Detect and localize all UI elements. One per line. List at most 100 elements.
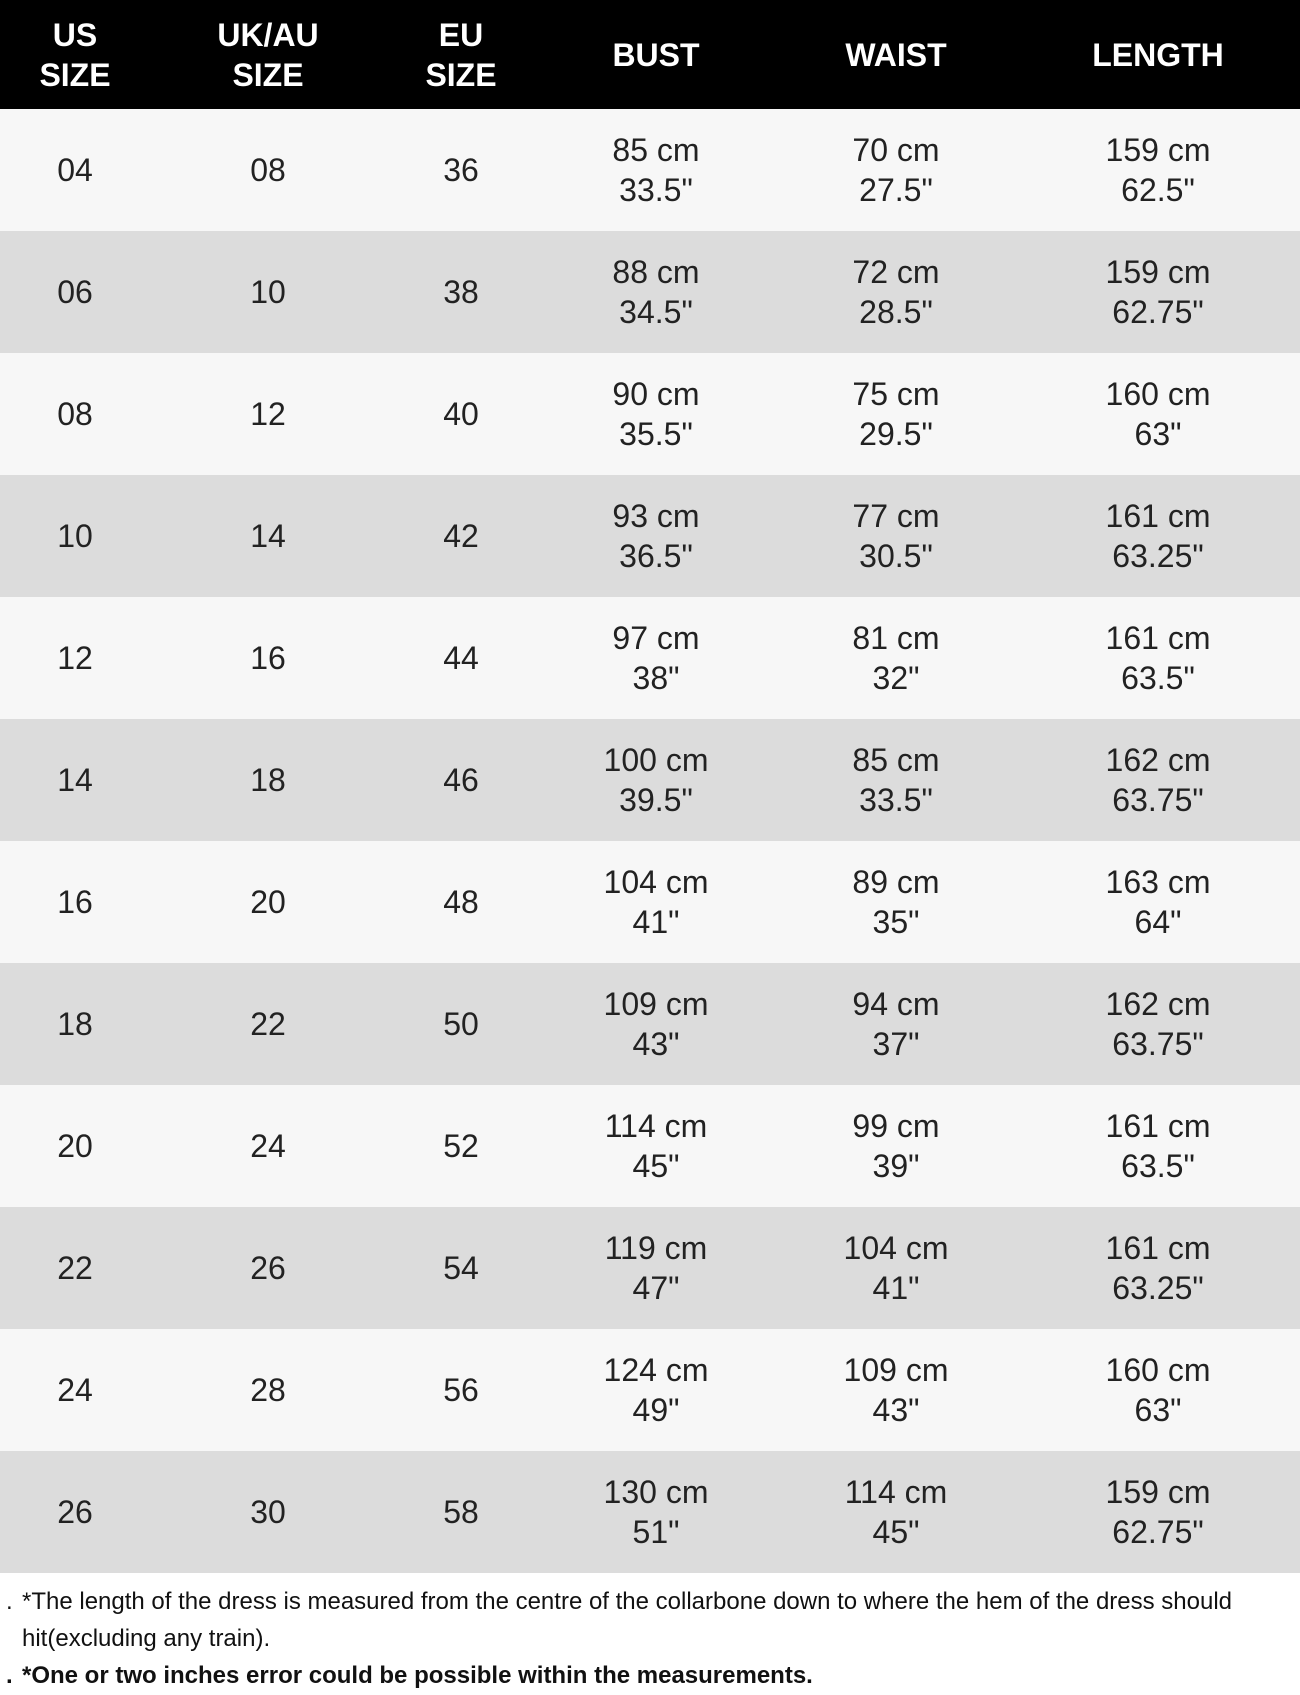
cell-value: 99 cm [852, 1108, 940, 1144]
cell-eu-size: 50 [386, 963, 536, 1085]
cell-value: 94 cm [852, 986, 940, 1022]
cell-value: 72 cm [852, 254, 940, 290]
cell-value: 35.5" [619, 416, 693, 452]
cell-value: 40 [443, 396, 479, 432]
cell-value: 43" [632, 1026, 680, 1062]
cell-value: 20 [57, 1128, 93, 1164]
cell-value: 06 [57, 274, 93, 310]
table-header: US SIZE UK/AU SIZE EU SIZE BUST WAIST LENGTH [0, 0, 1300, 109]
cell-value: 54 [443, 1250, 479, 1286]
cell-value: 63.5" [1121, 1148, 1195, 1184]
cell-value: 130 cm [603, 1474, 709, 1510]
table-row: 20 24 52 114 cm 45" 99 cm 39" 161 cm 63.5" [0, 1085, 1300, 1207]
cell-length: 160 cm 63" [1016, 1329, 1300, 1451]
cell-uk-au-size: 16 [150, 597, 386, 719]
header-label: WAIST [845, 36, 947, 73]
cell-value: 14 [250, 518, 286, 554]
cell-length: 162 cm 63.75" [1016, 963, 1300, 1085]
cell-bust: 85 cm 33.5" [536, 109, 776, 231]
table-row: 04 08 36 85 cm 33.5" 70 cm 27.5" 159 cm 62.5" [0, 109, 1300, 231]
cell-value: 10 [250, 274, 286, 310]
cell-uk-au-size: 28 [150, 1329, 386, 1451]
cell-waist: 72 cm 28.5" [776, 231, 1016, 353]
cell-waist: 81 cm 32" [776, 597, 1016, 719]
cell-us-size: 06 [0, 231, 150, 353]
cell-value: 45" [632, 1148, 680, 1184]
cell-us-size: 14 [0, 719, 150, 841]
cell-value: 89 cm [852, 864, 940, 900]
table-row: 08 12 40 90 cm 35.5" 75 cm 29.5" 160 cm 63" [0, 353, 1300, 475]
cell-bust: 109 cm 43" [536, 963, 776, 1085]
cell-value: 35" [872, 904, 920, 940]
cell-us-size: 18 [0, 963, 150, 1085]
cell-length: 160 cm 63" [1016, 353, 1300, 475]
table-row: 14 18 46 100 cm 39.5" 85 cm 33.5" 162 cm 63.75" [0, 719, 1300, 841]
cell-value: 41" [872, 1270, 920, 1306]
cell-value: 109 cm [843, 1352, 949, 1388]
header-uk-au-size: UK/AU SIZE [150, 0, 386, 109]
cell-length: 161 cm 63.5" [1016, 1085, 1300, 1207]
cell-value: 32" [872, 660, 920, 696]
cell-value: 38" [632, 660, 680, 696]
cell-uk-au-size: 30 [150, 1451, 386, 1573]
cell-eu-size: 48 [386, 841, 536, 963]
cell-value: 36 [443, 152, 479, 188]
bullet-icon: . [6, 1588, 13, 1615]
cell-length: 161 cm 63.25" [1016, 475, 1300, 597]
cell-us-size: 12 [0, 597, 150, 719]
cell-us-size: 10 [0, 475, 150, 597]
cell-bust: 114 cm 45" [536, 1085, 776, 1207]
header-label: BUST [612, 36, 700, 73]
cell-eu-size: 52 [386, 1085, 536, 1207]
cell-uk-au-size: 10 [150, 231, 386, 353]
cell-bust: 90 cm 35.5" [536, 353, 776, 475]
note-text: *One or two inches error could be possib… [22, 1662, 813, 1689]
cell-waist: 77 cm 30.5" [776, 475, 1016, 597]
table-row: 06 10 38 88 cm 34.5" 72 cm 28.5" 159 cm 62.75" [0, 231, 1300, 353]
cell-value: 100 cm [603, 742, 709, 778]
cell-length: 162 cm 63.75" [1016, 719, 1300, 841]
cell-value: 29.5" [859, 416, 933, 452]
cell-value: 42 [443, 518, 479, 554]
cell-bust: 124 cm 49" [536, 1329, 776, 1451]
cell-value: 62.5" [1121, 172, 1195, 208]
cell-value: 97 cm [612, 620, 700, 656]
cell-value: 63" [1134, 1392, 1182, 1428]
cell-uk-au-size: 12 [150, 353, 386, 475]
cell-uk-au-size: 26 [150, 1207, 386, 1329]
cell-value: 08 [250, 152, 286, 188]
cell-value: 88 cm [612, 254, 700, 290]
cell-value: 85 cm [852, 742, 940, 778]
cell-value: 161 cm [1105, 498, 1211, 534]
cell-value: 33.5" [859, 782, 933, 818]
bullet-icon: . [6, 1662, 13, 1689]
cell-value: 109 cm [603, 986, 709, 1022]
cell-value: 63.75" [1112, 1026, 1204, 1062]
header-label: LENGTH [1092, 36, 1224, 73]
cell-value: 16 [250, 640, 286, 676]
cell-value: 161 cm [1105, 620, 1211, 656]
cell-us-size: 24 [0, 1329, 150, 1451]
cell-value: 47" [632, 1270, 680, 1306]
cell-value: 28 [250, 1372, 286, 1408]
cell-value: 10 [57, 518, 93, 554]
cell-value: 16 [57, 884, 93, 920]
cell-value: 163 cm [1105, 864, 1211, 900]
cell-value: 119 cm [604, 1230, 708, 1266]
cell-value: 33.5" [619, 172, 693, 208]
cell-value: 48 [443, 884, 479, 920]
header-eu-size: EU SIZE [386, 0, 536, 109]
cell-value: 75 cm [852, 376, 940, 412]
note-item: . *One or two inches error could be possi… [6, 1657, 1300, 1694]
cell-waist: 70 cm 27.5" [776, 109, 1016, 231]
cell-value: 160 cm [1105, 376, 1211, 412]
cell-waist: 104 cm 41" [776, 1207, 1016, 1329]
cell-waist: 85 cm 33.5" [776, 719, 1016, 841]
cell-value: 08 [57, 396, 93, 432]
cell-value: 26 [57, 1494, 93, 1530]
table-row: 22 26 54 119 cm 47" 104 cm 41" 161 cm 63.25" [0, 1207, 1300, 1329]
cell-value: 159 cm [1105, 254, 1211, 290]
cell-uk-au-size: 18 [150, 719, 386, 841]
cell-eu-size: 38 [386, 231, 536, 353]
header-us-size: US SIZE [0, 0, 150, 109]
